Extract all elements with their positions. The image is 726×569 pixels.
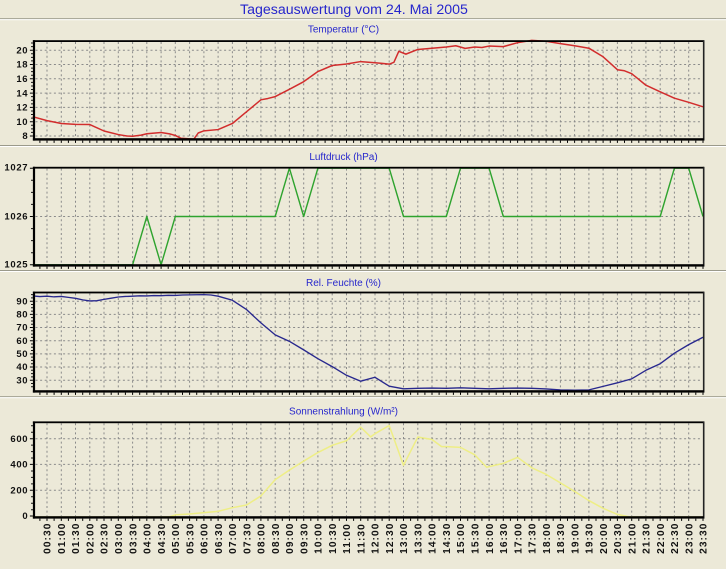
svg-text:20: 20 — [16, 45, 28, 56]
svg-text:09:00: 09:00 — [285, 523, 296, 554]
svg-text:00:30: 00:30 — [43, 523, 54, 554]
svg-text:13:30: 13:30 — [414, 523, 425, 554]
svg-text:04:00: 04:00 — [143, 523, 154, 554]
svg-text:Sonnenstrahlung (W/m²): Sonnenstrahlung (W/m²) — [289, 407, 398, 418]
svg-text:15:30: 15:30 — [471, 523, 482, 554]
svg-text:1025: 1025 — [4, 260, 28, 271]
svg-text:Luftdruck (hPa): Luftdruck (hPa) — [309, 152, 377, 163]
svg-text:11:00: 11:00 — [342, 523, 353, 554]
svg-text:40: 40 — [16, 362, 28, 373]
svg-text:10:00: 10:00 — [314, 523, 325, 554]
svg-text:11:30: 11:30 — [356, 523, 367, 554]
svg-text:04:30: 04:30 — [157, 523, 168, 554]
svg-text:20:30: 20:30 — [613, 523, 624, 554]
svg-text:08:00: 08:00 — [257, 523, 268, 554]
svg-text:Temperatur (°C): Temperatur (°C) — [308, 25, 379, 36]
svg-text:15:00: 15:00 — [456, 523, 467, 554]
svg-text:30: 30 — [16, 375, 28, 386]
svg-text:12:00: 12:00 — [371, 523, 382, 554]
svg-text:Rel. Feuchte (%): Rel. Feuchte (%) — [306, 278, 381, 289]
svg-text:17:30: 17:30 — [528, 523, 539, 554]
svg-text:07:30: 07:30 — [242, 523, 253, 554]
svg-text:600: 600 — [10, 434, 28, 445]
svg-text:14:00: 14:00 — [428, 523, 439, 554]
svg-text:03:30: 03:30 — [128, 523, 139, 554]
svg-text:03:00: 03:00 — [114, 523, 125, 554]
svg-text:8: 8 — [22, 131, 28, 142]
svg-text:01:00: 01:00 — [57, 523, 68, 554]
svg-text:18:30: 18:30 — [556, 523, 567, 554]
svg-text:12:30: 12:30 — [385, 523, 396, 554]
svg-text:06:00: 06:00 — [200, 523, 211, 554]
svg-text:08:30: 08:30 — [271, 523, 282, 554]
svg-text:09:30: 09:30 — [299, 523, 310, 554]
svg-text:16: 16 — [16, 74, 28, 85]
svg-text:01:30: 01:30 — [71, 523, 82, 554]
svg-text:22:30: 22:30 — [670, 523, 681, 554]
svg-text:50: 50 — [16, 349, 28, 360]
svg-text:16:00: 16:00 — [485, 523, 496, 554]
svg-text:18:00: 18:00 — [542, 523, 553, 554]
svg-text:23:00: 23:00 — [684, 523, 695, 554]
svg-text:05:30: 05:30 — [185, 523, 196, 554]
svg-text:07:00: 07:00 — [228, 523, 239, 554]
svg-text:13:00: 13:00 — [399, 523, 410, 554]
svg-text:1027: 1027 — [4, 162, 28, 173]
svg-text:17:00: 17:00 — [513, 523, 524, 554]
svg-text:80: 80 — [16, 310, 28, 321]
svg-text:05:00: 05:00 — [171, 523, 182, 554]
svg-text:70: 70 — [16, 323, 28, 334]
svg-text:14:30: 14:30 — [442, 523, 453, 554]
svg-text:19:00: 19:00 — [570, 523, 581, 554]
svg-text:14: 14 — [16, 88, 28, 99]
svg-text:12: 12 — [16, 103, 28, 114]
svg-text:0: 0 — [22, 511, 28, 522]
svg-text:16:30: 16:30 — [499, 523, 510, 554]
svg-text:10:30: 10:30 — [328, 523, 339, 554]
svg-text:90: 90 — [16, 296, 28, 307]
svg-text:18: 18 — [16, 60, 28, 71]
svg-text:21:30: 21:30 — [642, 523, 653, 554]
svg-text:Tagesauswertung vom 24. Mai 20: Tagesauswertung vom 24. Mai 2005 — [240, 2, 468, 18]
svg-text:200: 200 — [10, 485, 28, 496]
svg-text:02:00: 02:00 — [86, 523, 97, 554]
svg-text:20:00: 20:00 — [599, 523, 610, 554]
svg-text:60: 60 — [16, 336, 28, 347]
svg-text:19:30: 19:30 — [585, 523, 596, 554]
svg-text:1026: 1026 — [4, 212, 28, 223]
svg-text:02:30: 02:30 — [100, 523, 111, 554]
svg-text:10: 10 — [16, 117, 28, 128]
svg-text:06:30: 06:30 — [214, 523, 225, 554]
svg-text:23:30: 23:30 — [699, 523, 710, 554]
svg-text:400: 400 — [10, 460, 28, 471]
svg-text:21:00: 21:00 — [627, 523, 638, 554]
svg-text:22:00: 22:00 — [656, 523, 667, 554]
